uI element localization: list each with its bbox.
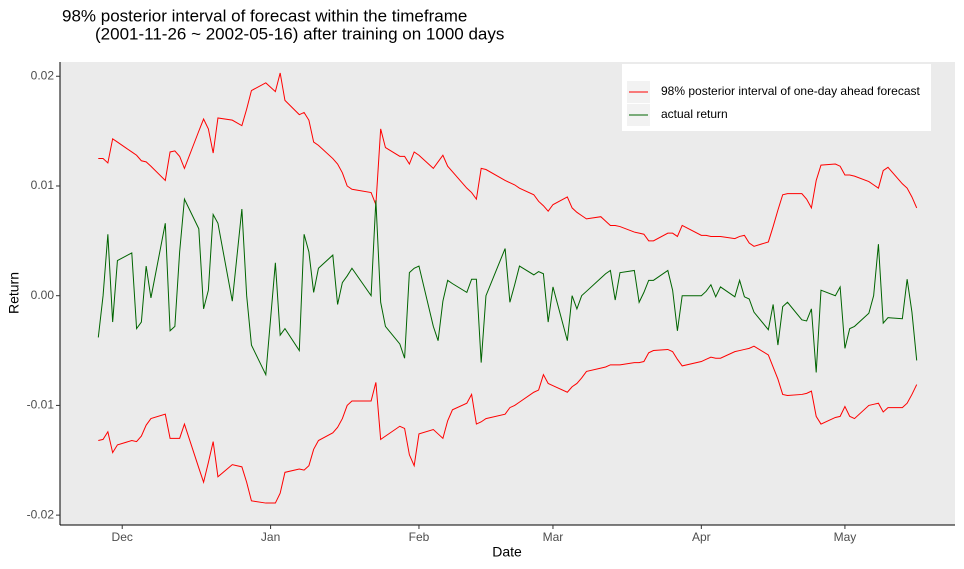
y-axis-title: Return — [6, 272, 22, 314]
x-tick-label: Apr — [692, 530, 711, 544]
series-line — [97, 197, 918, 377]
x-tick-label: Dec — [112, 530, 133, 544]
legend-label: 98% posterior interval of one-day ahead … — [661, 84, 920, 98]
x-tick-label: Jan — [261, 530, 280, 544]
x-tick-label: Feb — [409, 530, 430, 544]
y-tick-label: 0.00 — [31, 288, 55, 302]
x-axis-title: Date — [492, 544, 522, 560]
y-tick-label: -0.02 — [27, 507, 55, 521]
y-tick-label: -0.01 — [27, 398, 55, 412]
legend-box — [622, 64, 931, 131]
interval-lower-line — [98, 345, 918, 504]
y-tick-label: 0.02 — [31, 68, 55, 82]
x-tick-label: Mar — [543, 530, 564, 544]
panel — [60, 62, 955, 525]
x-tick-label: May — [834, 530, 857, 544]
legend-label: actual return — [661, 107, 728, 121]
chart-subtitle: (2001-11-26 ~ 2002-05-16) after training… — [95, 24, 504, 43]
interval-upper-line — [98, 72, 918, 247]
chart-title: 98% posterior interval of forecast withi… — [62, 6, 467, 25]
y-tick-label: 0.01 — [31, 178, 55, 192]
